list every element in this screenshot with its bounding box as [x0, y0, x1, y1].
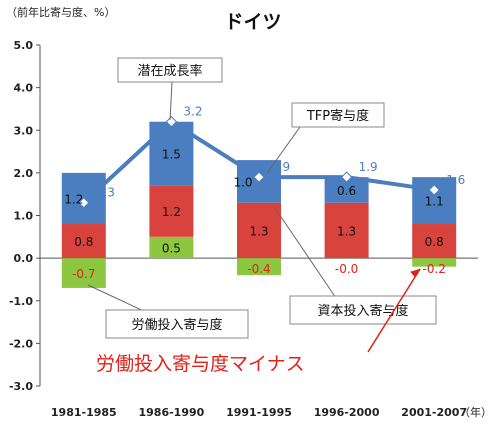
potential-marker [165, 116, 178, 128]
labor-bar [149, 236, 194, 259]
note-arrow [367, 268, 421, 353]
labor-value-label: 0.5 [162, 241, 181, 255]
y-tick-label: 4.0 [14, 82, 34, 95]
capital-leader [274, 207, 337, 299]
tfp-value-label: 1.2 [64, 192, 83, 206]
potential-value-label: 1.9 [271, 160, 290, 174]
labor-value-label: -0.7 [72, 267, 95, 281]
x-tick-label: 1991-1995 [226, 406, 292, 419]
y-tick-label: 0.0 [14, 252, 34, 265]
note-text: 労働投入寄与度マイナス [96, 353, 305, 375]
labor-value-label: -0.2 [422, 262, 445, 276]
potential-value-label: 1.9 [359, 160, 378, 174]
y-tick-label: 3.0 [14, 124, 34, 137]
labor-callout-text: 労働投入寄与度 [131, 317, 222, 333]
capital-bar [149, 185, 194, 237]
data-labels: 0.8 1.2 -0.7 1.2 1.5 0.5 1.3 1.0 -0.4 1.3 0.6 -0.0 0… [64, 148, 446, 281]
capital-value-label: 0.8 [74, 235, 93, 249]
labor-value-label: -0.0 [335, 262, 358, 276]
capital-value-label: 1.2 [162, 205, 181, 219]
tfp-value-label: 1.5 [162, 148, 181, 162]
labor-value-label: -0.4 [247, 262, 270, 276]
bars [61, 121, 457, 288]
capital-value-label: 0.8 [425, 235, 444, 249]
labor-leader [87, 284, 151, 315]
y-tick-label: -2.0 [9, 337, 33, 350]
capital-bar [412, 224, 457, 259]
potential-callout-text: 潜在成長率 [137, 63, 202, 79]
labor-bar [61, 258, 106, 288]
capital-value-label: 1.3 [337, 224, 356, 238]
potential-value-label: 1.6 [446, 173, 465, 187]
capital-callout-text: 資本投入寄与度 [317, 303, 408, 319]
tfp-leader [266, 126, 301, 174]
y-tick-label: -1.0 [9, 295, 33, 308]
y-tick-label: 5.0 [14, 39, 34, 52]
y-tick-label: 1.0 [14, 210, 34, 223]
tfp-value-label: 0.6 [337, 184, 356, 198]
chart-title: ドイツ [224, 11, 281, 33]
capital-bar [237, 202, 281, 259]
x-tick-label: 1981-1985 [51, 406, 117, 419]
potential-callout-box [117, 57, 223, 83]
labor-bar [412, 258, 457, 267]
potential-marker [340, 171, 353, 183]
potential-value-label: 3.2 [183, 105, 202, 119]
potential-marker [253, 171, 265, 183]
tfp-callout-box [291, 102, 385, 128]
capital-bar [324, 202, 369, 259]
x-tick-label: 1986-1990 [139, 406, 205, 419]
potential-value-label: 1.3 [96, 186, 115, 200]
tfp-value-label: 1.0 [233, 175, 252, 189]
x-unit-label: （年） [459, 405, 492, 419]
potential-leader [169, 81, 173, 120]
potential-growth-line: 1.3 3.2 1.9 1.9 1.6 [78, 105, 465, 209]
tfp-value-label: 1.1 [425, 195, 444, 209]
x-tick-label: 1996-2000 [314, 406, 380, 419]
capital-bar [61, 224, 106, 259]
tfp-callout-text: TFP寄与度 [306, 108, 369, 124]
x-tick-label: 2001-2007 [401, 406, 467, 419]
capital-value-label: 1.3 [249, 224, 268, 238]
y-tick-label: -3.0 [9, 380, 33, 393]
y-tick-label: 2.0 [14, 167, 34, 180]
potential-marker [78, 197, 90, 209]
axes: 5.0 4.0 3.0 2.0 1.0 0.0 -1.0 -2.0 -3.0 1981-1985 1… [9, 39, 478, 419]
note-arrowhead [410, 268, 421, 278]
labor-callout-box [105, 309, 249, 339]
potential-marker [428, 184, 440, 196]
y-unit-label: （前年比寄与度、%） [6, 5, 115, 19]
capital-callout-box [289, 295, 437, 325]
labor-bar [237, 258, 281, 276]
